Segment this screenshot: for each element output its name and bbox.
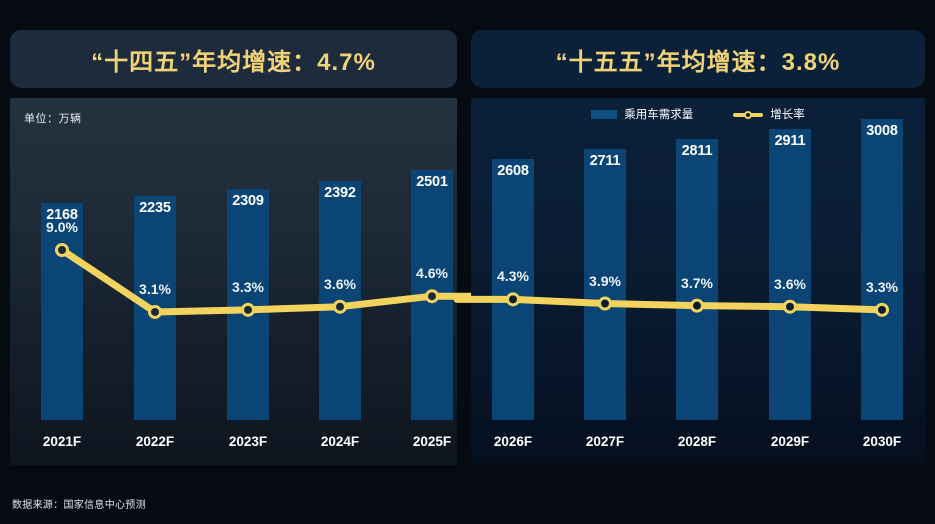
bar-value-label: 2501 [416,174,448,190]
left-panel-header: “十四五”年均增速：4.7% [10,30,457,88]
right-panel-header-title: “十五五”年均增速：3.8% [555,48,841,76]
x-axis-label-2021F: 2021F [42,434,82,449]
growth-rate-line [453,292,889,317]
bar-value-label: 2392 [324,185,356,201]
growth-rate-label-2023F: 3.3% [232,278,264,295]
x-axis-label-2026F: 2026F [493,434,533,449]
growth-rate-line [55,243,496,319]
growth-rate-label-2024F: 3.6% [324,275,356,292]
bar-value-label: 3008 [866,123,898,139]
legend-item-line[interactable]: 增长率 [733,106,805,122]
line-marker-2022F[interactable] [148,304,162,319]
growth-rate-label-2021F: 9.0% [46,219,78,235]
x-axis-label-2030F: 2030F [862,434,902,449]
growth-rate-label-2030F: 3.3% [866,278,898,295]
line-marker-2028F[interactable] [690,298,704,313]
growth-rate-label-2027F: 3.9% [589,272,621,289]
bar-2024F[interactable]: 2392 2024F [319,181,361,449]
unit-label: 单位：万辆 [24,113,82,125]
line-marker-2024F[interactable] [333,299,347,314]
chart-legend: 乘用车需求量 增长率 [471,106,925,122]
line-marker-2029F[interactable] [783,299,797,314]
right-panel-header: “十五五”年均增速：3.8% [471,30,925,88]
right-plot-area: 2608 2026F 2711 2027F 2811 2028F 2911 2029F 3008… [453,98,925,465]
bar-value-label: 2235 [139,200,171,216]
x-axis-label-2028F: 2028F [677,434,717,449]
line-marker-2025F[interactable] [425,289,439,304]
right-panel: “十五五”年均增速：3.8% 乘用车需求量 增长率 2608 2026F 2711 2… [453,0,935,524]
legend-line-marker-icon [733,110,764,119]
growth-rate-label-2028F: 3.7% [681,274,713,291]
legend-item-bar[interactable]: 乘用车需求量 [591,106,693,122]
bar-value-label: 2811 [681,143,713,159]
x-axis-label-2023F: 2023F [228,434,268,449]
left-panel-header-title: “十四五”年均增速：4.7% [91,48,376,76]
bar-2021F[interactable]: 2168 2021F [41,203,83,449]
bar-value-label: 2711 [589,153,621,169]
growth-rate-label-2022F: 3.1% [139,280,171,297]
bar-2026F[interactable]: 2608 2026F [492,159,534,449]
x-axis-label-2029F: 2029F [770,434,810,449]
bar-value-label: 2911 [774,133,806,149]
legend-bar-swatch-icon [591,109,618,119]
left-panel: “十四五”年均增速：4.7% 单位：万辆 2168 2021F 2235 2022F 2… [0,0,496,524]
line-marker-2021F[interactable] [55,243,69,257]
source-note: 数据来源：国家信息中心预测 [12,500,146,511]
bar-value-label: 2608 [497,163,529,179]
right-chart-body: 乘用车需求量 增长率 2608 2026F 2711 2027F 2811 2028F 29… [453,98,925,465]
x-axis-label-2025F: 2025F [412,434,452,449]
left-plot-area: 2168 2021F 2235 2022F 2309 2023F 2392 2024F 2501… [10,98,496,465]
line-marker-2023F[interactable] [241,302,255,317]
bar-2028F[interactable]: 2811 2028F [676,139,718,449]
bar-2029F[interactable]: 2911 2029F [769,129,811,449]
line-marker-2026F[interactable] [506,292,520,307]
line-marker-2030F[interactable] [875,302,889,317]
line-marker-2027F[interactable] [598,296,612,311]
legend-line-label: 增长率 [770,109,805,121]
legend-bar-label: 乘用车需求量 [624,109,694,121]
bar-value-label: 2309 [232,193,264,209]
x-axis-label-2027F: 2027F [585,434,625,449]
x-axis-label-2022F: 2022F [135,434,175,449]
bar-2022F[interactable]: 2235 2022F [134,196,176,449]
bar-2027F[interactable]: 2711 2027F [584,149,626,449]
growth-rate-label-2026F: 4.3% [497,268,529,285]
bar-2030F[interactable]: 3008 2030F [861,119,903,449]
left-chart-body: 单位：万辆 2168 2021F 2235 2022F 2309 2023F 2392 202… [10,98,496,465]
growth-rate-label-2029F: 3.6% [774,275,806,292]
x-axis-label-2024F: 2024F [320,434,360,449]
growth-rate-label-2025F: 4.6% [416,265,448,282]
bar-value-label: 2168 [46,207,78,223]
